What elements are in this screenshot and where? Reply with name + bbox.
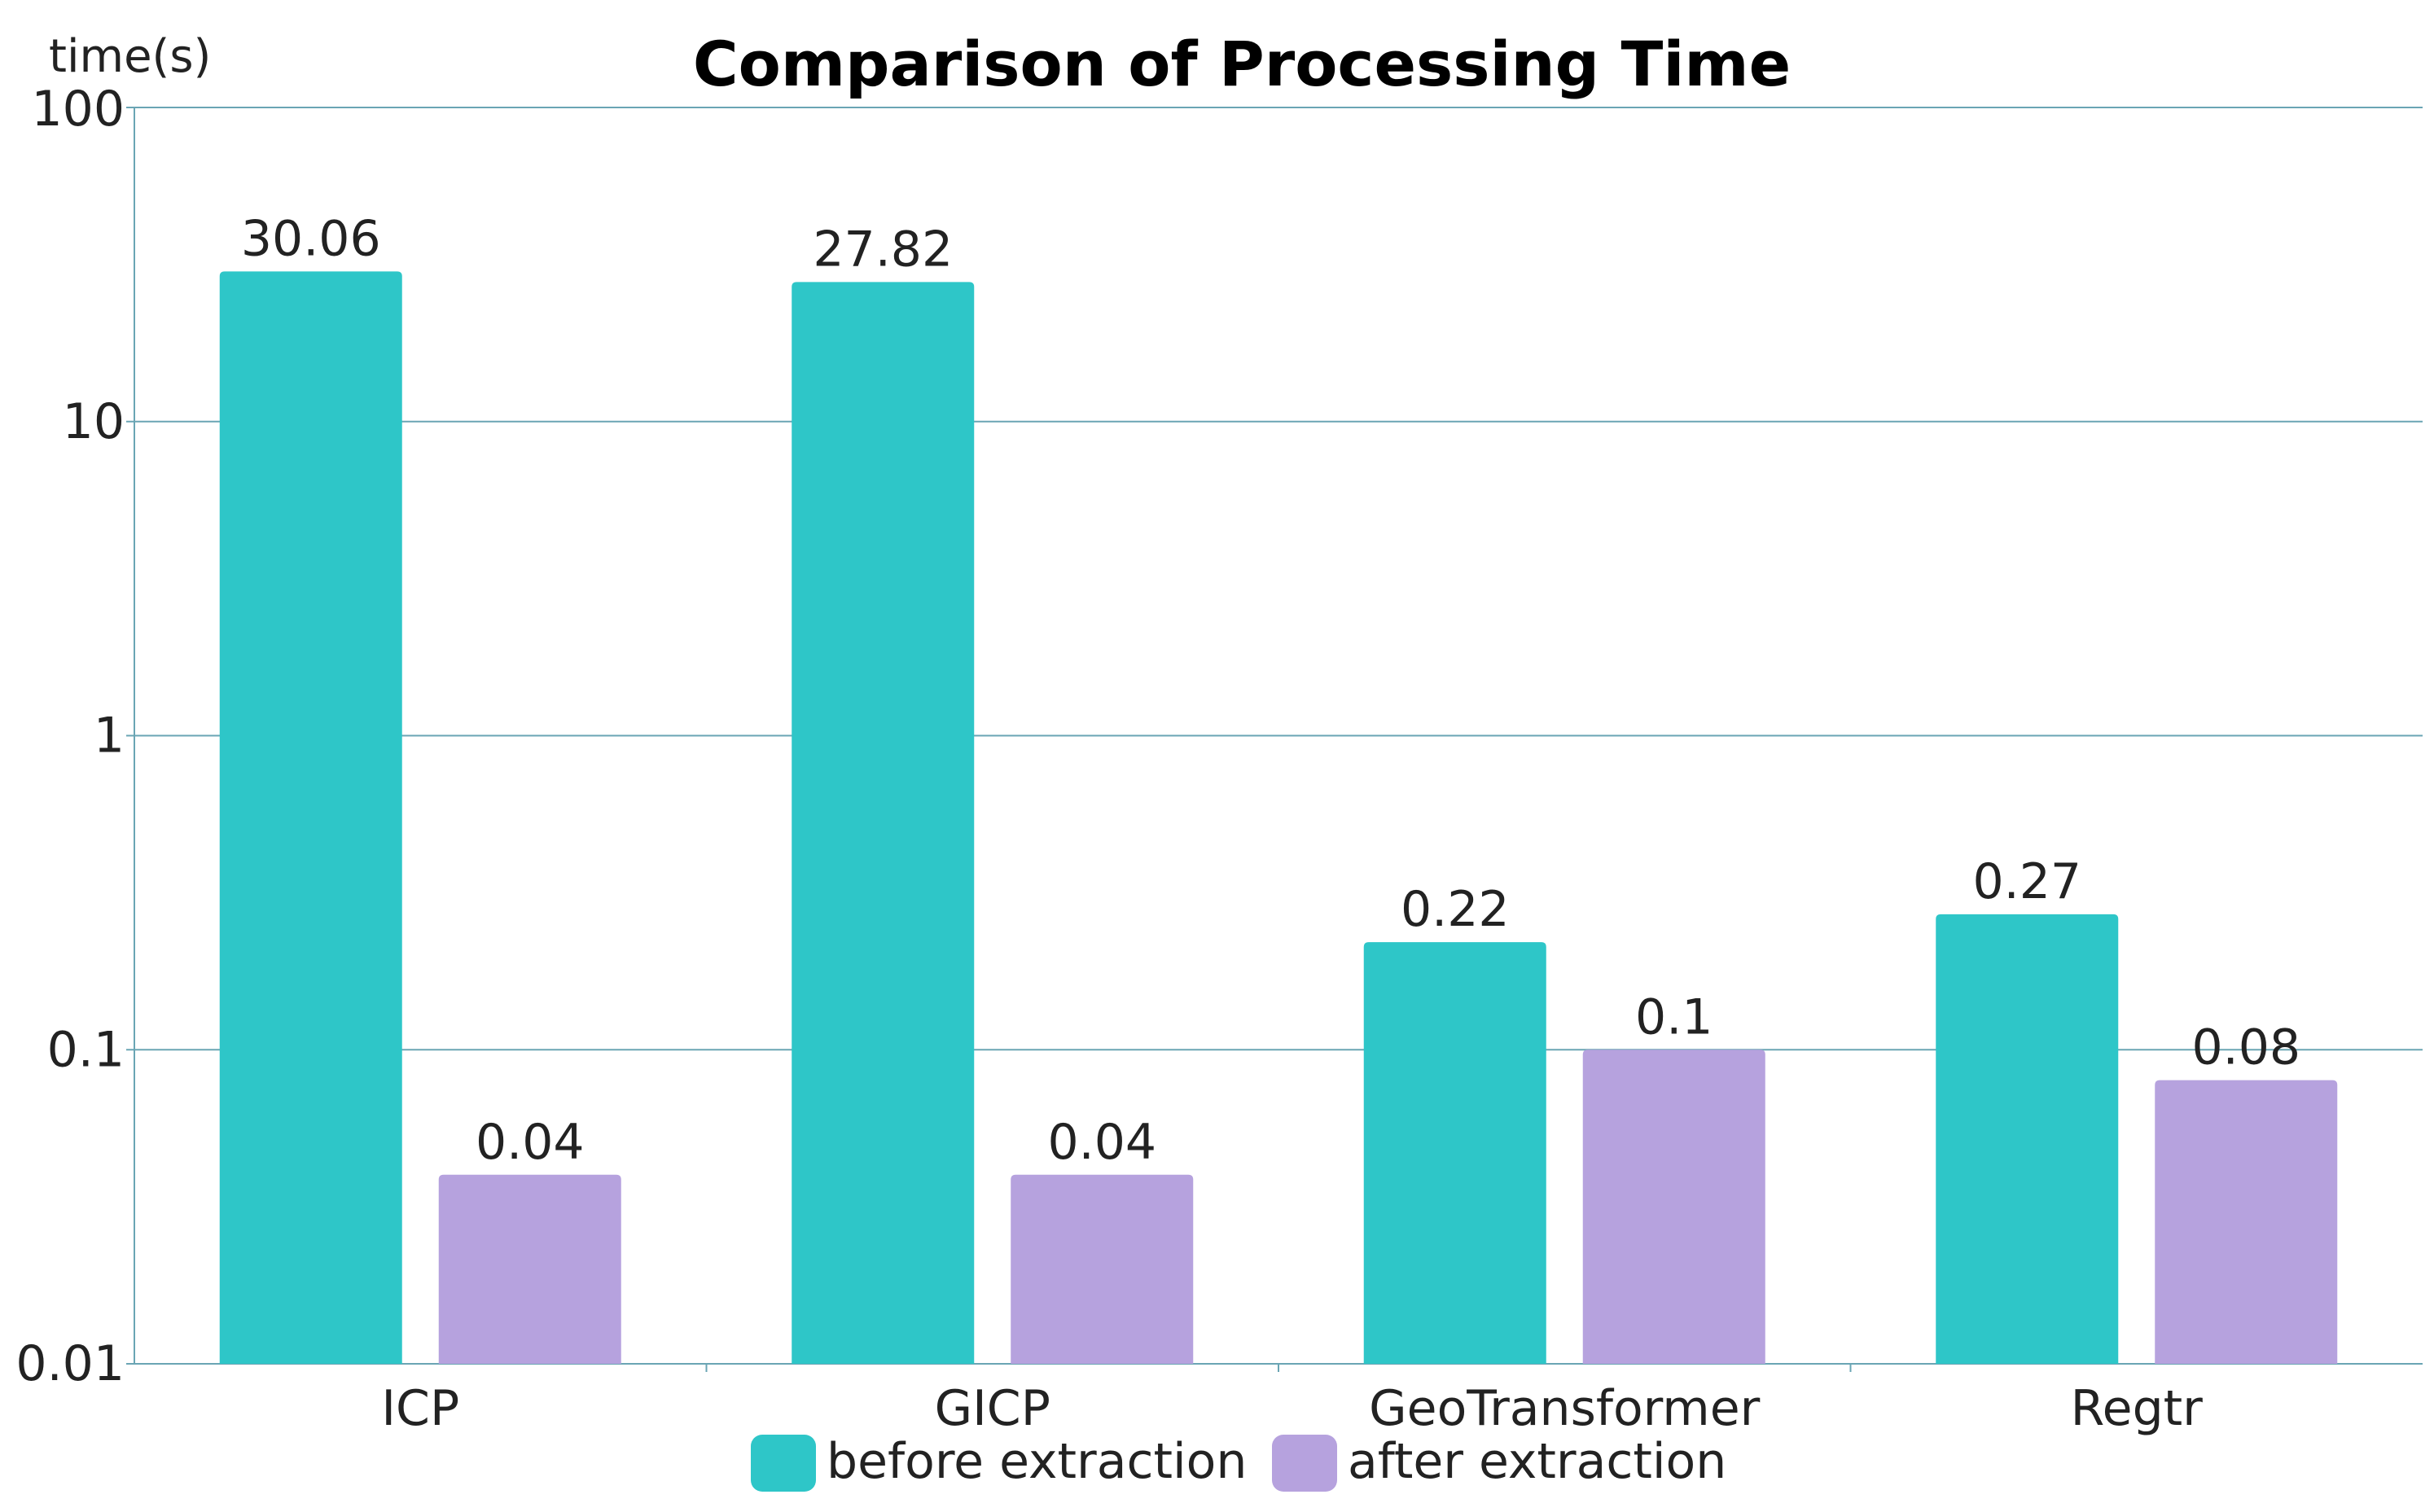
y-tick-label: 10 [63,393,125,450]
chart-title: Comparison of Processing Time [693,28,1791,100]
data-label: 0.22 [1401,881,1510,938]
bar-before-regtr [1936,914,2119,1364]
bar-after-gicp [1011,1174,1194,1364]
legend[interactable]: before extraction after extraction [751,1433,1726,1492]
x-tick-label: GICP [935,1380,1050,1437]
bar-before-geotransformer [1363,942,1546,1364]
y-tick-label: 100 [31,81,125,138]
data-label: 30.06 [241,210,381,267]
x-tick-label: ICP [381,1380,459,1437]
bars [219,271,2338,1365]
y-ticks: 0.01 0.1 1 10 100 [15,81,125,1392]
y-tick-label: 0.01 [15,1335,125,1392]
y-tick-label: 1 [94,708,125,765]
data-label: 0.04 [1047,1114,1156,1171]
legend-swatch-before [751,1435,816,1492]
data-label: 0.04 [476,1114,585,1171]
bar-after-regtr [2155,1080,2338,1364]
bar-before-icp [219,271,402,1365]
legend-swatch-after [1272,1435,1337,1492]
data-labels: 30.06 0.04 27.82 0.04 0.22 0.1 0.27 0.08 [241,210,2300,1170]
data-label: 0.27 [1972,853,2081,910]
y-tick-label: 0.1 [47,1021,125,1078]
y-axis-label: time(s) [49,30,211,83]
legend-label-after: after extraction [1348,1433,1726,1490]
x-ticks: ICP GICP GeoTransformer Regtr [381,1380,2203,1437]
bar-after-icp [438,1174,621,1364]
data-label: 27.82 [813,221,953,278]
data-label: 0.08 [2191,1019,2300,1076]
data-label: 0.1 [1635,988,1713,1045]
x-tick-label: GeoTransformer [1369,1380,1760,1437]
bar-after-geotransformer [1582,1050,1765,1364]
legend-label-before: before extraction [827,1433,1247,1490]
bar-before-gicp [792,282,975,1364]
x-tick-label: Regtr [2071,1380,2204,1437]
